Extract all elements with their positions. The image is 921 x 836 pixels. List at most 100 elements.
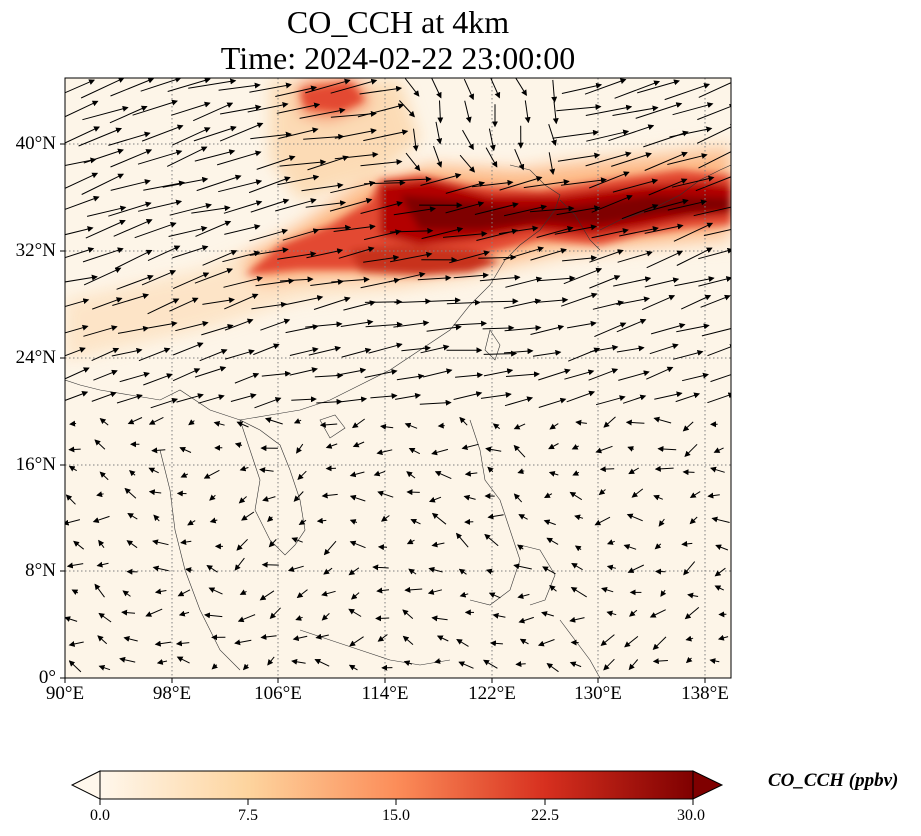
wind-arrow [147,298,180,315]
wind-arrow [503,246,545,261]
wind-arrow [237,614,256,623]
wind-arrow [137,199,183,212]
wind-arrow [372,564,389,571]
wind-arrow [348,608,362,617]
wind-arrow [402,635,414,645]
wind-arrow [68,446,81,453]
wind-arrow [487,513,504,520]
wind-arrow [65,494,76,505]
wind-arrow [591,228,629,239]
wind-arrow [631,488,644,498]
wind-arrow [478,254,517,261]
wind-arrow [321,492,338,499]
wind-arrow [480,298,519,305]
wind-arrow [681,540,693,547]
wind-arrow [714,585,725,591]
wind-arrow [446,299,481,306]
wind-arrow [261,370,291,377]
wind-arrow [542,566,556,575]
wind-arrow [644,223,684,234]
wind-arrow [488,592,501,599]
wind-arrow [408,447,421,455]
wind-arrow [567,320,597,329]
wind-arrow [571,444,579,450]
wind-arrow [293,418,302,424]
wind-arrow [546,663,559,673]
wind-arrow [255,278,295,287]
wind-arrow [96,491,104,498]
wind-arrow [669,126,713,138]
wind-arrow [341,347,372,358]
wind-arrow [298,519,307,526]
wind-arrow [380,423,394,430]
wind-arrow [667,153,708,165]
wind-arrow [649,343,679,355]
lat-tick-label: 8°N [25,560,56,581]
wind-arrow [449,250,490,264]
wind-arrow [268,539,277,548]
wind-arrow [137,149,183,165]
wind-arrow [643,198,689,213]
wind-arrow [152,565,169,572]
wind-arrow [239,465,249,472]
wind-arrow [408,568,417,575]
wind-arrow [94,583,105,598]
wind-arrow [548,443,559,450]
wind-arrow [253,343,280,356]
wind-arrow [109,105,148,124]
lat-tick-label: 24°N [15,347,56,368]
colorbar-tick-label: 22.5 [531,807,559,824]
lon-tick-label: 138°E [681,683,729,704]
wind-arrow [236,421,249,428]
wind-arrow [260,633,277,640]
wind-arrow [65,324,89,334]
wind-arrow [176,393,204,403]
wind-arrow [314,372,344,379]
wind-arrow [635,102,683,119]
wind-arrow [313,224,352,231]
wind-arrow [71,589,79,595]
wind-arrow [289,347,319,356]
wind-arrow [492,423,501,430]
wind-arrow [331,276,370,283]
wind-arrow [365,321,403,328]
wind-arrow [389,227,434,234]
wind-arrow [538,368,571,381]
wind-arrow [524,100,531,124]
wind-arrow [459,416,468,426]
wind-arrow [78,127,123,147]
wind-arrow [108,201,152,217]
wind-arrow [242,663,250,671]
wind-arrow [85,219,126,239]
map-title: CO_CCH at 4km [286,4,510,40]
wind-arrow [166,146,208,167]
wind-arrow [305,200,347,208]
wind-arrow [192,102,234,122]
wind-arrow [194,268,234,284]
wind-arrow [652,636,667,651]
wind-arrow [98,612,112,623]
lat-tick-label: 16°N [15,454,56,475]
wind-arrow [570,586,587,598]
wind-arrow [488,128,496,152]
wind-arrow [267,515,274,522]
wind-arrow [585,104,633,116]
wind-arrow [329,197,373,212]
wind-arrow [544,492,553,498]
wind-arrow [594,516,611,526]
wind-arrow [279,159,327,167]
wind-arrow [402,609,414,619]
wind-arrow [483,350,518,357]
wind-arrow [519,638,529,645]
wind-arrow [431,448,449,456]
wind-arrow [254,397,282,409]
wind-arrow [223,276,264,288]
wind-arrow [557,152,601,162]
wind-arrow [513,493,523,503]
wind-arrow [349,494,366,502]
wind-arrow [148,467,159,474]
wind-arrow [431,615,448,622]
wind-arrow [162,176,209,188]
wind-arrow [571,562,583,571]
wind-arrow [96,561,109,568]
